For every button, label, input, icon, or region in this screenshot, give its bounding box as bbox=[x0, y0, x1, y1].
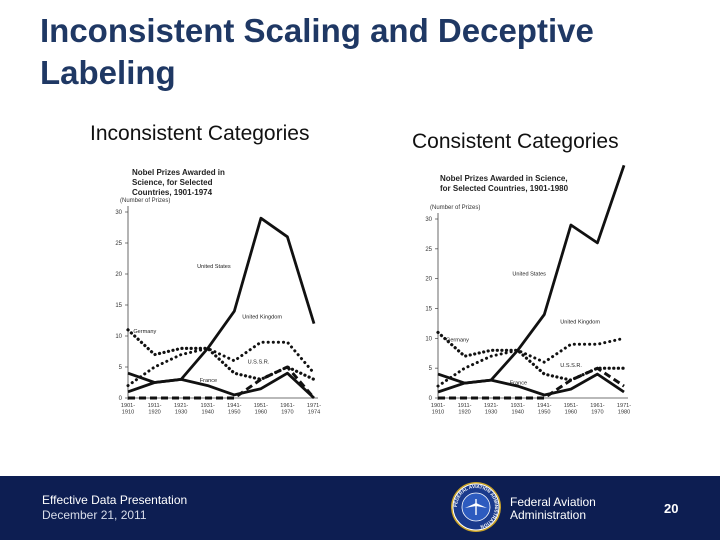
y-tick-label: 25 bbox=[425, 247, 432, 253]
series-label-germany: Germany bbox=[446, 337, 469, 343]
y-tick-label: 20 bbox=[115, 272, 122, 278]
y-tick-label: 10 bbox=[115, 334, 122, 340]
series-line-u-s-s-r bbox=[438, 366, 625, 400]
x-tick-label: 1941-1950 bbox=[227, 403, 241, 416]
x-tick-label: 1911-1920 bbox=[148, 403, 162, 416]
series-label-united-kingdom: United Kingdom bbox=[242, 315, 282, 321]
x-tick-label: 1931-1940 bbox=[201, 403, 215, 416]
y-axis-label: (Number of Prizes) bbox=[120, 198, 170, 204]
y-tick-label: 20 bbox=[425, 277, 432, 283]
page-number: 20 bbox=[664, 501, 679, 516]
chart-subtitle-left: Nobel Prizes Awarded in Science, for Sel… bbox=[132, 168, 225, 197]
series-line-germany bbox=[126, 328, 316, 381]
x-tick-label: 1951-1960 bbox=[564, 403, 578, 416]
y-tick-label: 30 bbox=[115, 210, 122, 216]
footer-presentation-title: Effective Data Presentation bbox=[42, 493, 188, 507]
series-label-united-kingdom: United Kingdom bbox=[560, 319, 600, 325]
series-line-united-states bbox=[437, 164, 626, 394]
series-line-u-s-s-r bbox=[128, 365, 316, 400]
series-label-u-s-s-r: U.S.S.R. bbox=[560, 363, 582, 369]
x-tick-label: 1931-1940 bbox=[511, 403, 525, 416]
chart-panel-left: Inconsistent Categories Nobel Prizes Awa… bbox=[90, 112, 340, 422]
x-tick-label: 1941-1950 bbox=[537, 403, 551, 416]
panel-title-left: Inconsistent Categories bbox=[90, 122, 310, 145]
footer-bar: Effective Data Presentation December 21,… bbox=[0, 476, 720, 540]
series-label-united-states: United States bbox=[197, 264, 231, 270]
y-tick-label: 0 bbox=[429, 396, 433, 402]
chart-right: (Number of Prizes) 0 5 10 15 20 25 30 1901-1910 1… bbox=[425, 164, 631, 416]
slide-title: Inconsistent Scaling and Deceptive Label… bbox=[40, 12, 594, 91]
series-line-united-kingdom bbox=[126, 340, 316, 388]
y-tick-label: 15 bbox=[425, 307, 432, 313]
chart-panel-right: Consistent Categories Nobel Prizes Award… bbox=[412, 112, 672, 422]
series-label-u-s-s-r: U.S.S.R. bbox=[248, 359, 270, 365]
series-line-germany bbox=[436, 330, 626, 382]
y-tick-label: 15 bbox=[115, 303, 122, 309]
series-label-france: France bbox=[200, 378, 217, 384]
series-line-united-kingdom bbox=[436, 336, 626, 388]
y-tick-label: 0 bbox=[119, 396, 123, 402]
y-tick-label: 30 bbox=[425, 217, 432, 223]
y-tick-label: 5 bbox=[119, 365, 123, 371]
x-tick-label: 1971-1974 bbox=[307, 403, 321, 416]
x-tick-label: 1961-1970 bbox=[280, 403, 294, 416]
series-label-germany: Germany bbox=[133, 329, 156, 335]
y-tick-label: 25 bbox=[115, 241, 122, 247]
x-tick-label: 1971-1980 bbox=[617, 403, 631, 416]
series-line-united-states bbox=[127, 216, 316, 394]
panel-title-right: Consistent Categories bbox=[412, 130, 619, 153]
x-tick-label: 1911-1920 bbox=[458, 403, 472, 416]
x-tick-label: 1921-1930 bbox=[174, 403, 188, 416]
series-label-united-states: United States bbox=[512, 272, 546, 278]
x-tick-label: 1961-1970 bbox=[590, 403, 604, 416]
x-tick-label: 1921-1930 bbox=[484, 403, 498, 416]
x-tick-label: 1901-1910 bbox=[121, 403, 135, 416]
series-label-france: France bbox=[510, 380, 527, 386]
chart-left: (Number of Prizes) 0 5 10 15 20 25 30 1901-1910 1… bbox=[115, 198, 321, 416]
series-line-france bbox=[437, 372, 625, 397]
series-line-france bbox=[127, 371, 315, 400]
faa-agency-name: Federal Aviation Administration bbox=[510, 495, 596, 522]
x-tick-label: 1951-1960 bbox=[254, 403, 268, 416]
footer-date: December 21, 2011 bbox=[42, 508, 147, 522]
x-tick-label: 1901-1910 bbox=[431, 403, 445, 416]
y-tick-label: 5 bbox=[429, 366, 433, 372]
y-tick-label: 10 bbox=[425, 336, 432, 342]
chart-subtitle-right: Nobel Prizes Awarded in Science, for Sel… bbox=[440, 174, 569, 193]
faa-seal-logo: FEDERAL AVIATION ADMINISTRATION bbox=[451, 482, 501, 532]
y-axis-label: (Number of Prizes) bbox=[430, 205, 480, 211]
